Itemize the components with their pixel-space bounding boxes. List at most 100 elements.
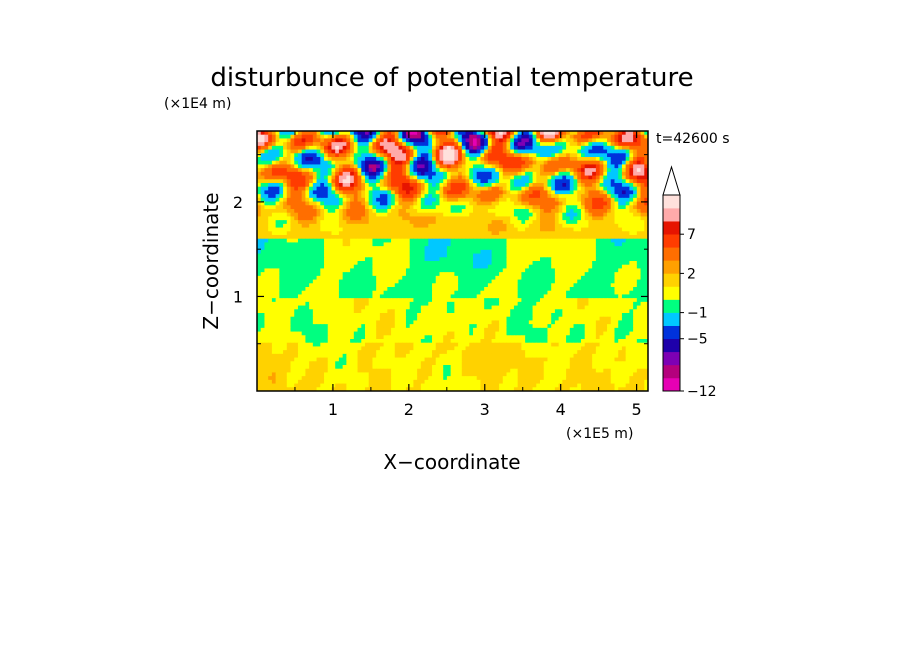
heatmap-cell: [469, 205, 474, 210]
heatmap-cell: [264, 305, 269, 310]
heatmap-cell: [480, 190, 485, 195]
heatmap-cell: [260, 164, 265, 169]
heatmap-cell: [279, 131, 284, 136]
heatmap-cell: [458, 183, 463, 188]
heatmap-cell: [603, 279, 608, 284]
heatmap-cell: [372, 257, 377, 262]
heatmap-cell: [607, 220, 612, 225]
heatmap-cell: [491, 142, 496, 147]
heatmap-cell: [454, 220, 459, 225]
heatmap-cell: [331, 287, 336, 292]
heatmap-cell: [491, 283, 496, 288]
heatmap-cell: [458, 238, 463, 243]
heatmap-cell: [487, 249, 493, 255]
heatmap-cell: [461, 138, 467, 143]
heatmap-cell: [532, 272, 537, 277]
heatmap-cell: [335, 298, 340, 303]
heatmap-cell: [476, 275, 481, 281]
heatmap-cell: [364, 242, 370, 247]
heatmap-cell: [297, 227, 303, 232]
heatmap-cell: [607, 134, 612, 139]
heatmap-cell: [562, 242, 567, 247]
heatmap-cell: [335, 290, 340, 295]
heatmap-cell: [584, 290, 589, 295]
heatmap-cell: [592, 138, 597, 143]
heatmap-cell: [476, 134, 481, 139]
heatmap-cell: [350, 194, 355, 199]
heatmap-cell: [372, 298, 377, 303]
heatmap-cell: [595, 279, 601, 284]
heatmap-cell: [610, 272, 615, 277]
heatmap-cell: [528, 279, 534, 284]
heatmap-cell: [495, 183, 500, 188]
heatmap-cell: [469, 157, 474, 162]
heatmap-cell: [387, 216, 392, 221]
heatmap-cell: [428, 283, 433, 288]
heatmap-cell: [540, 216, 545, 221]
heatmap-cell: [502, 190, 507, 195]
heatmap-cell: [625, 253, 630, 258]
heatmap-cell: [584, 261, 589, 266]
heatmap-cell: [633, 261, 638, 266]
heatmap-cell: [540, 283, 545, 288]
heatmap-cell: [435, 201, 440, 206]
heatmap-cell: [290, 157, 295, 162]
heatmap-cell: [495, 164, 500, 169]
heatmap-cell: [540, 131, 545, 136]
heatmap-cell: [316, 287, 321, 292]
heatmap-cell: [629, 145, 634, 151]
heatmap-cell: [335, 249, 340, 255]
heatmap-cell: [510, 238, 515, 243]
heatmap-cell: [350, 186, 355, 191]
heatmap-cell: [283, 216, 288, 221]
heatmap-cell: [275, 242, 280, 247]
heatmap-cell: [625, 149, 630, 154]
heatmap-cell: [383, 305, 388, 310]
heatmap-cell: [417, 268, 422, 273]
heatmap-cell: [633, 171, 638, 177]
heatmap-cell: [517, 246, 522, 251]
heatmap-cell: [528, 164, 534, 169]
heatmap-cell: [629, 287, 634, 292]
heatmap-cell: [636, 279, 642, 284]
heatmap-cell: [290, 298, 295, 303]
heatmap-cell: [405, 257, 411, 262]
heatmap-cell: [562, 249, 567, 255]
heatmap-cell: [387, 197, 392, 203]
heatmap-cell: [353, 131, 359, 136]
heatmap-cell: [353, 175, 359, 180]
heatmap-cell: [461, 253, 467, 258]
heatmap-cell: [510, 253, 515, 258]
heatmap-cell: [633, 290, 638, 295]
heatmap-cell: [316, 157, 321, 162]
heatmap-cell: [454, 134, 459, 139]
heatmap-cell: [424, 257, 429, 262]
heatmap-cell: [364, 216, 370, 221]
heatmap-cell: [417, 264, 422, 269]
heatmap-cell: [383, 179, 388, 184]
heatmap-cell: [446, 272, 452, 277]
heatmap-cell: [372, 157, 377, 162]
heatmap-cell: [502, 290, 507, 295]
heatmap-cell: [368, 305, 373, 310]
heatmap-cell: [528, 197, 534, 203]
heatmap-cell: [439, 138, 444, 143]
heatmap-cell: [435, 171, 440, 177]
heatmap-cell: [510, 242, 515, 247]
heatmap-cell: [506, 168, 511, 173]
heatmap-cell: [618, 272, 623, 277]
heatmap-cell: [424, 249, 429, 255]
heatmap-cell: [446, 186, 452, 191]
heatmap-cell: [569, 253, 575, 258]
heatmap-cell: [577, 145, 582, 151]
heatmap-cell: [614, 287, 619, 292]
heatmap-cell: [428, 272, 433, 277]
heatmap-cell: [364, 235, 370, 240]
heatmap-cell: [577, 249, 582, 255]
heatmap-cell: [588, 157, 593, 162]
heatmap-cell: [577, 220, 582, 225]
heatmap-cell: [454, 305, 459, 310]
heatmap-cell: [428, 157, 433, 162]
heatmap-cell: [584, 205, 589, 210]
heatmap-cell: [517, 294, 522, 299]
